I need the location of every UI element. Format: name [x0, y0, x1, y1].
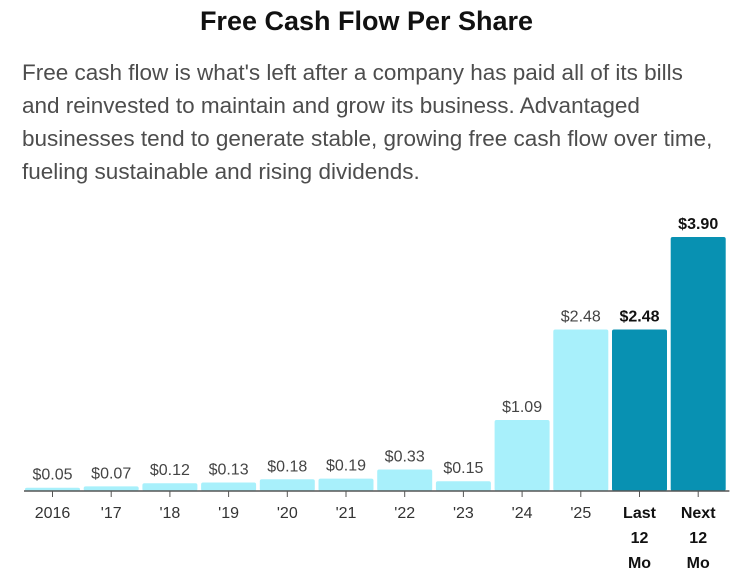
bar [259, 479, 315, 491]
bar-chart: $0.05 2016 $0.07 '17 $0.12 '18 $0.13 '19 $0.18 '2… [24, 216, 730, 572]
bar-value-label: $0.05 [32, 467, 72, 484]
chart-title: Free Cash Flow Per Share [199, 6, 534, 36]
bar-value-label: $1.09 [502, 399, 542, 416]
bar-value-label: $0.07 [91, 465, 131, 482]
x-tick-label: '22 [394, 505, 415, 522]
bar-value-label: $0.18 [267, 458, 307, 475]
bar [377, 469, 433, 491]
bar [494, 420, 550, 491]
x-tick-label: '24 [512, 505, 533, 522]
x-tick-label: '17 [101, 505, 122, 522]
bar [612, 329, 667, 491]
bar-value-label: $0.15 [443, 460, 483, 477]
bar [25, 487, 80, 491]
x-tick-label: 2016 [35, 505, 71, 522]
bar-value-label: $0.12 [150, 462, 190, 479]
bar-value-label: $2.48 [561, 309, 601, 326]
bar-value-label: $2.48 [619, 309, 659, 326]
bar-value-label: $0.13 [209, 462, 249, 479]
x-tick-label: Last 12 Mo [623, 505, 657, 572]
bar-value-label: $0.33 [385, 449, 425, 466]
x-tick-label: '19 [218, 505, 239, 522]
bar [142, 483, 198, 491]
x-tick-label: '23 [453, 505, 474, 522]
bar [553, 329, 609, 491]
x-tick-label: '18 [159, 505, 180, 522]
x-tick-label: Next 12 Mo [681, 505, 716, 572]
bar [318, 478, 374, 491]
x-tick-label: '21 [336, 505, 357, 522]
x-tick-label: '25 [570, 505, 591, 522]
chart-description: Free cash flow is what's left after a co… [22, 60, 713, 184]
x-tick-label: '20 [277, 505, 298, 522]
bar [670, 237, 726, 491]
bar [435, 481, 491, 491]
bar [201, 482, 257, 491]
bar [83, 486, 139, 491]
bar-value-label: $3.90 [678, 216, 718, 233]
bar-value-label: $0.19 [326, 458, 366, 475]
